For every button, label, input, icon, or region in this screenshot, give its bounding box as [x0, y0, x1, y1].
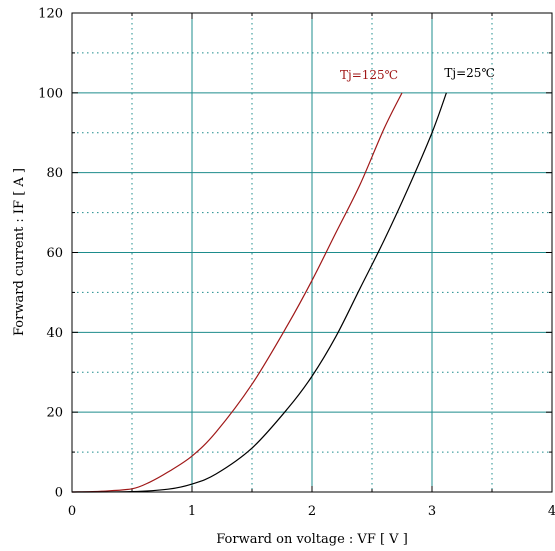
x-axis-label: Forward on voltage : VF [ V ] [216, 532, 408, 547]
axis-ticks [71, 12, 553, 493]
series-name-label: Tj=125℃ [340, 68, 398, 82]
y-tick-label: 60 [46, 246, 63, 261]
series-line [71, 92, 403, 493]
y-tick-labels: 0 20 40 60 80 100 120 [38, 7, 63, 501]
x-tick-label: 2 [308, 504, 316, 519]
series-name-label: Tj=25℃ [444, 66, 494, 80]
series-lines [71, 92, 447, 493]
y-axis-label: Forward current : IF [ A ] [12, 168, 27, 336]
y-tick-label: 0 [55, 486, 63, 501]
y-tick-label: 120 [38, 7, 63, 22]
x-tick-label: 0 [68, 504, 76, 519]
x-tick-labels: 0 1 2 3 4 [68, 504, 555, 519]
series-line [71, 92, 447, 493]
major-grid [72, 13, 552, 492]
y-tick-label: 20 [46, 406, 63, 421]
x-tick-label: 3 [428, 504, 436, 519]
series-labels: Tj=125℃ Tj=25℃ [340, 66, 495, 82]
y-tick-label: 80 [46, 166, 63, 181]
x-tick-label: 4 [548, 504, 555, 519]
y-tick-label: 40 [46, 326, 63, 341]
y-tick-label: 100 [38, 86, 63, 101]
x-tick-label: 1 [188, 504, 196, 519]
